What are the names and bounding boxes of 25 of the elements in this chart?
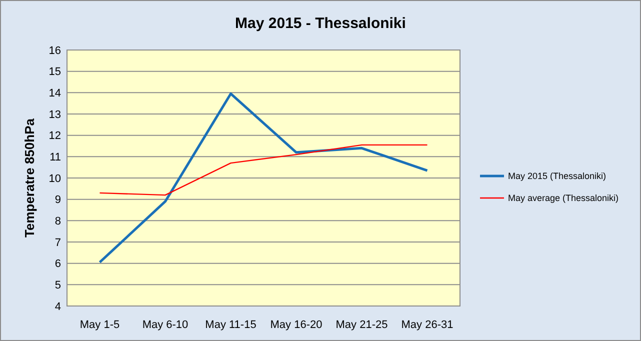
y-tick-label: 11	[50, 152, 61, 164]
x-tick-label: May 26-31	[401, 319, 454, 331]
y-tick-label: 4	[54, 300, 61, 313]
legend-label: May average (Thessaloniki)	[508, 193, 619, 204]
x-tick-label: May 16-20	[270, 319, 322, 331]
line-series	[99, 144, 428, 196]
y-tick-label: 14	[48, 88, 61, 100]
y-tick-label: 9	[54, 194, 61, 206]
y-tick-label: 13	[48, 108, 61, 121]
y-tick-label: 7	[54, 236, 61, 249]
y-tick-label: 6	[54, 258, 61, 270]
y-tick-label: 8	[54, 216, 61, 228]
y-tick-label: 15	[48, 66, 61, 78]
legend-label: May 2015 (Thessaloniki)	[508, 171, 606, 182]
line-series	[98, 92, 428, 264]
x-tick-label: May 11-15	[205, 319, 256, 331]
x-tick-label: May 6-10	[142, 319, 188, 331]
y-tick-label: 10	[48, 172, 61, 185]
x-tick-label: May 21-25	[336, 319, 388, 331]
chart-title: May 2015 - Thessaloniki	[235, 15, 406, 32]
y-axis-title: Temperatre 850hPa	[22, 118, 37, 238]
y-tick-label: 5	[54, 280, 61, 292]
y-tick-label: 16	[48, 44, 61, 57]
y-tick-label: 12	[48, 130, 61, 142]
x-tick-label: May 1-5	[80, 319, 120, 331]
